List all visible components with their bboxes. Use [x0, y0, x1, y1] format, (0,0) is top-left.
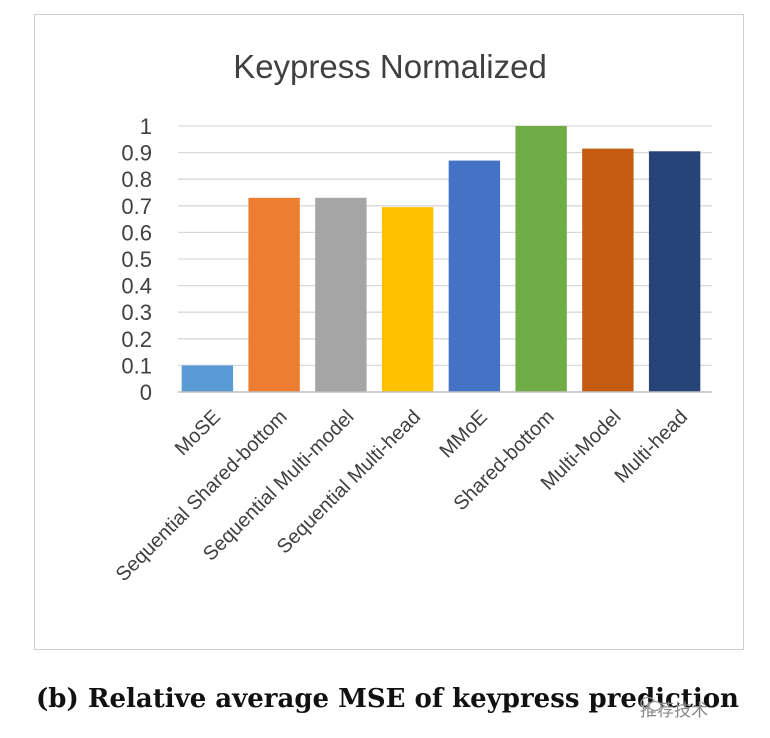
x-tick-label: MMoE	[435, 406, 491, 462]
bar-mose	[181, 365, 234, 392]
x-tick-label: Multi-head	[611, 406, 693, 488]
bar-sequential-shared-bottom	[248, 197, 300, 392]
y-tick-label: 0.7	[121, 194, 152, 219]
figure-caption: (b) Relative average MSE of keypress pre…	[36, 684, 739, 714]
bar-multi-head	[648, 151, 701, 392]
y-tick-label: 0.5	[121, 247, 152, 272]
bar-sequential-multi-head	[381, 207, 434, 392]
chart-title: Keypress Normalized	[233, 48, 547, 85]
y-tick-label: 0.8	[121, 167, 152, 192]
y-tick-label: 0	[140, 380, 152, 405]
bars	[181, 126, 701, 392]
y-tick-label: 0.1	[121, 353, 152, 378]
wechat-icon	[640, 696, 662, 712]
bar-chart: Keypress Normalized 00.10.20.30.40.50.60…	[112, 48, 712, 586]
bar-multi-model	[582, 148, 634, 392]
bar-shared-bottom	[515, 126, 567, 392]
y-tick-label: 0.2	[121, 327, 152, 352]
y-tick-label: 0.6	[121, 220, 152, 245]
watermark: 推荐技术	[640, 696, 708, 721]
y-tick-label: 0.4	[121, 274, 152, 299]
x-tick-label: MoSE	[171, 406, 225, 460]
y-tick-label: 1	[140, 114, 152, 139]
y-axis-ticks: 00.10.20.30.40.50.60.70.80.91	[121, 114, 152, 405]
y-tick-label: 0.9	[121, 141, 152, 166]
y-tick-label: 0.3	[121, 300, 152, 325]
bar-mmoe	[448, 160, 501, 392]
bar-sequential-multi-model	[315, 197, 367, 392]
